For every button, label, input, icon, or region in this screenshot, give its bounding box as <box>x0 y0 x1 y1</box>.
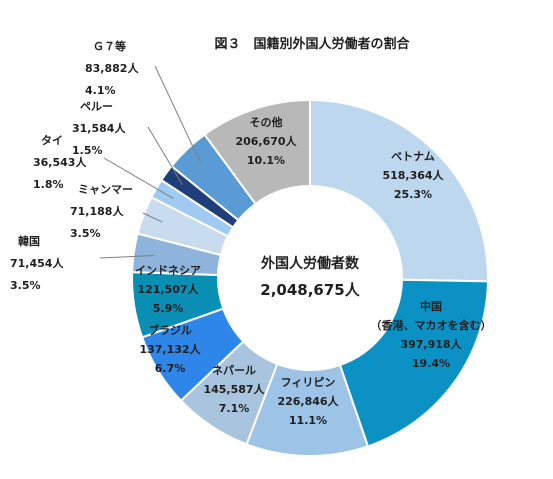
slice-7-label-line-0: ミャンマー <box>78 183 133 196</box>
slice-6-label-line-2: 3.5% <box>10 279 41 292</box>
slice-1-wedge <box>338 278 489 448</box>
slice-11-wedge <box>203 98 311 206</box>
slice-9-label-line-1: 31,584人 <box>72 121 126 135</box>
labels-group: ベトナム 518,364人 25.3% 中国 （香港、マカオを含む） 397,918人 19… <box>10 39 492 427</box>
slice-6-label-line-1: 71,454人 <box>10 256 64 270</box>
slice-1-label-line-3: 19.4% <box>412 357 450 370</box>
slice-11-label-line-2: 10.1% <box>247 154 285 167</box>
slice-10-leader-line <box>154 65 202 164</box>
slice-8-label-line-0: タイ <box>41 134 63 147</box>
center-label: 外国人労働者数 <box>261 255 360 272</box>
slice-1-label-line-1: （香港、マカオを含む） <box>371 318 492 332</box>
slice-5-label-line-0: インドネシア <box>135 264 201 277</box>
chart-title: 図３ 国籍別外国人労働者の割合 <box>214 36 410 52</box>
slice-10-label-line-0: Ｇ７等 <box>93 39 126 53</box>
slice-7-leader-line <box>142 212 163 223</box>
slice-3-label-line-0: ネパール <box>212 364 256 377</box>
slice-6-label-line-0: 韓国 <box>18 234 40 248</box>
slice-4-label-line-2: 6.7% <box>155 362 186 375</box>
slice-11-label-line-1: 206,670人 <box>235 134 297 148</box>
slice-0-label-line-1: 518,364人 <box>382 168 444 182</box>
slice-5-label-line-1: 121,507人 <box>137 282 199 296</box>
slice-9-leader-line <box>147 126 183 186</box>
slice-7-label-line-1: 71,188人 <box>70 204 124 218</box>
slice-1-label-line-2: 397,918人 <box>400 337 462 351</box>
slice-2-label-line-2: 11.1% <box>289 414 327 427</box>
slice-9-label-line-2: 1.5% <box>72 144 103 157</box>
slice-4-label-line-0: ブラジル <box>148 323 192 337</box>
slice-3-label-line-1: 145,587人 <box>203 382 265 396</box>
slice-0-wedge <box>309 98 489 283</box>
slice-10-label-line-1: 83,882人 <box>85 61 139 75</box>
slice-4-label-line-1: 137,132人 <box>139 342 201 356</box>
slice-0-label-line-0: ベトナム <box>391 150 435 163</box>
slice-1-label-line-0: 中国 <box>420 299 442 313</box>
slice-6-leader-line <box>99 255 154 259</box>
slice-8-label-line-1: 36,543人 <box>33 155 87 169</box>
slice-8-label-line-2: 1.8% <box>33 178 64 191</box>
slices-group <box>131 98 489 457</box>
center-value: 2,048,675人 <box>260 281 360 299</box>
slice-5-label-line-2: 5.9% <box>153 302 184 315</box>
slice-8-leader-line <box>103 157 174 199</box>
slice-9-label-line-0: ペルー <box>80 100 113 113</box>
slice-11-label-line-0: その他 <box>250 115 283 129</box>
slice-0-label-line-2: 25.3% <box>394 188 432 201</box>
slice-7-label-line-2: 3.5% <box>70 227 101 240</box>
slice-2-label-line-0: フィリピン <box>281 376 336 389</box>
slice-10-label-line-2: 4.1% <box>85 84 116 97</box>
slice-3-label-line-2: 7.1% <box>219 402 250 415</box>
leader-lines-group <box>99 65 202 259</box>
slice-2-label-line-1: 226,846人 <box>277 394 339 408</box>
